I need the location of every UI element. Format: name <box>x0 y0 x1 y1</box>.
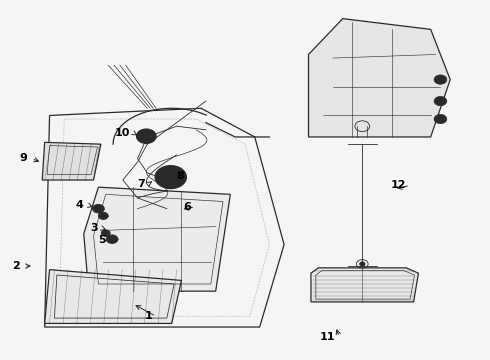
Text: 9: 9 <box>20 153 27 163</box>
Text: 4: 4 <box>76 200 84 210</box>
Polygon shape <box>309 19 450 137</box>
Text: 6: 6 <box>183 202 191 212</box>
Text: 1: 1 <box>145 311 152 321</box>
Circle shape <box>106 235 118 243</box>
Polygon shape <box>311 268 418 302</box>
Circle shape <box>137 129 156 143</box>
Polygon shape <box>84 187 230 291</box>
Circle shape <box>155 166 186 189</box>
Circle shape <box>142 133 151 140</box>
Text: 2: 2 <box>12 261 20 271</box>
Circle shape <box>434 114 447 124</box>
Text: 10: 10 <box>115 129 130 138</box>
Text: 5: 5 <box>98 235 106 245</box>
Circle shape <box>434 96 447 106</box>
Circle shape <box>167 174 174 180</box>
Circle shape <box>359 262 365 266</box>
Circle shape <box>101 230 110 236</box>
Polygon shape <box>45 270 181 323</box>
Text: 8: 8 <box>176 171 184 181</box>
Text: 11: 11 <box>320 332 335 342</box>
Text: 12: 12 <box>391 180 406 190</box>
Circle shape <box>434 75 447 84</box>
Circle shape <box>93 204 104 213</box>
Text: 7: 7 <box>137 179 145 189</box>
Circle shape <box>162 171 179 184</box>
Text: 3: 3 <box>91 224 98 233</box>
Polygon shape <box>42 142 101 180</box>
Circle shape <box>98 212 108 220</box>
